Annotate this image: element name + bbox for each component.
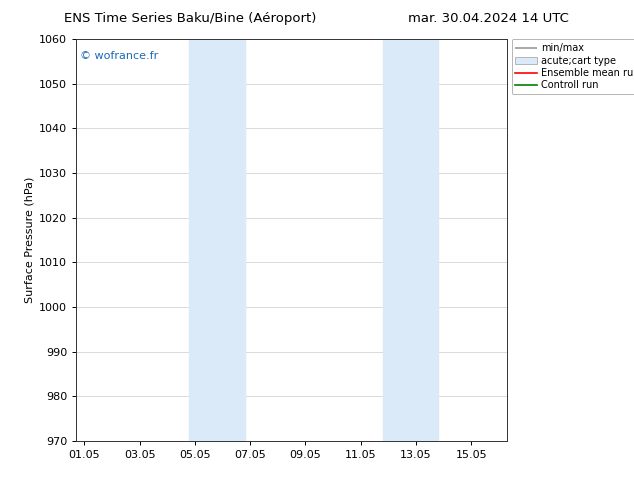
- Y-axis label: Surface Pressure (hPa): Surface Pressure (hPa): [25, 177, 35, 303]
- Legend: min/max, acute;cart type, Ensemble mean run, Controll run: min/max, acute;cart type, Ensemble mean …: [512, 39, 634, 94]
- Text: mar. 30.04.2024 14 UTC: mar. 30.04.2024 14 UTC: [408, 12, 569, 25]
- Text: © wofrance.fr: © wofrance.fr: [81, 51, 158, 61]
- Bar: [190, 39, 245, 441]
- Text: ENS Time Series Baku/Bine (Aéroport): ENS Time Series Baku/Bine (Aéroport): [64, 12, 316, 25]
- Bar: [383, 39, 438, 441]
